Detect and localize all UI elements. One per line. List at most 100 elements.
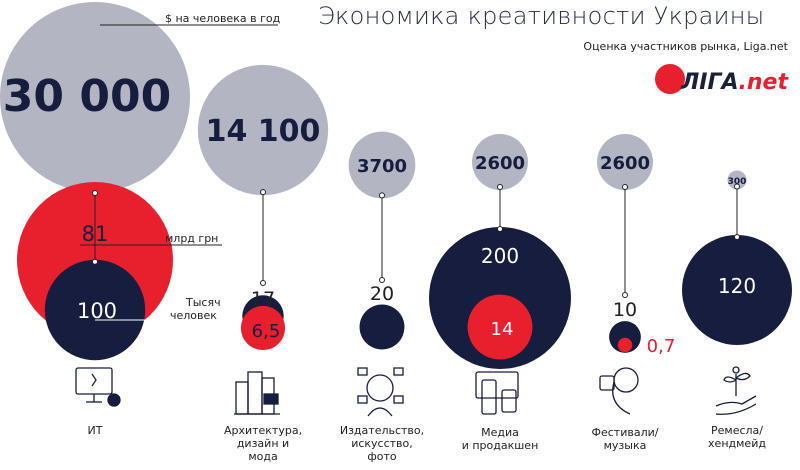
category-label-line: ИТ (87, 424, 103, 437)
thousand-people-bubble (44, 259, 146, 361)
connector-dot (622, 183, 628, 190)
icon-part (735, 372, 751, 381)
category-label-line: дизайн и (236, 437, 290, 450)
category-label-line: фото (367, 450, 397, 463)
music-listener-icon (599, 367, 639, 415)
per-person-bubble (727, 170, 747, 190)
thousand-people-label: 20 (370, 283, 394, 305)
icon-part (247, 371, 263, 415)
connector-dot (497, 226, 503, 232)
thousand-people-label: 120 (718, 274, 756, 298)
icon-part (235, 381, 249, 415)
buildings-icon (234, 371, 280, 415)
category-label-line: мода (248, 450, 278, 463)
per-person-label: 2600 (475, 153, 525, 174)
category-label: ИТ (40, 424, 150, 437)
per-person-label: 30 000 (3, 71, 171, 122)
thousand-people-label: 100 (77, 299, 117, 323)
per-person-bubble (0, 2, 190, 192)
creative-head-icon (357, 367, 404, 417)
connector-dot (734, 234, 740, 241)
connector-dot (622, 292, 628, 298)
connector-dot (260, 189, 266, 196)
icon-part (357, 395, 368, 404)
thousand-people-label: 200 (481, 244, 519, 268)
billion-uah-label: 0,7 (647, 336, 676, 357)
logo-main: ЛIГА (681, 70, 739, 95)
chart-title: Экономика креативности Украины (318, 2, 765, 30)
legend-per-person: $ на человека в год (165, 12, 281, 25)
icon-part (107, 393, 121, 407)
icon-part (357, 367, 368, 376)
icon-part (393, 395, 404, 404)
icon-part (715, 403, 757, 415)
icon-part (599, 375, 615, 391)
billion-uah-bubble (240, 305, 286, 351)
icon-part (75, 367, 113, 395)
hand-plant-icon (715, 366, 757, 415)
connector-dot (734, 183, 740, 190)
liga-logo: ЛIГА.net (655, 62, 795, 104)
thousand-people-label: 10 (613, 299, 637, 321)
computer-gear-icon (75, 367, 121, 407)
legend-billion-uah: млрд грн (165, 232, 219, 245)
billion-uah-bubble (617, 337, 633, 353)
category-label-line: музыка (603, 439, 647, 452)
per-person-bubble (348, 131, 416, 199)
chart-subtitle: Оценка участников рынка, Liga.net (583, 40, 788, 53)
icon-part (723, 376, 737, 383)
category-label-line: Медиа (481, 426, 519, 439)
category-label-line: Архитектура, (223, 424, 303, 437)
thousand-people-bubble (682, 235, 792, 345)
billion-uah-bubble (467, 294, 533, 360)
icon-part (612, 381, 631, 415)
logo-suffix: .net (738, 70, 788, 95)
thousand-people-bubble (359, 304, 405, 350)
liga-logo-text: ЛIГА.net (681, 70, 788, 95)
devices-icon (475, 371, 519, 415)
connector-dot (260, 280, 266, 286)
connector-dot (92, 258, 98, 265)
category-label-line: Издательство, (339, 424, 425, 437)
billion-uah-label: 14 (491, 319, 514, 340)
thousand-people-bubble (609, 321, 641, 353)
legend-thousand-people-1: Тысяч (186, 296, 221, 309)
icon-part (732, 366, 740, 374)
connector-dot (92, 190, 98, 196)
icon-part (481, 379, 497, 415)
icon-part (393, 367, 404, 376)
per-person-bubble (597, 134, 653, 190)
icon-part (367, 407, 393, 417)
category-label-line: хендмейд (708, 437, 766, 450)
category-label: Ремесла/хендмейд (682, 424, 792, 450)
billion-uah-label: 6,5 (252, 321, 281, 342)
per-person-label: 3700 (357, 156, 407, 177)
icon-part (263, 393, 279, 405)
connector-dot (497, 183, 503, 190)
per-person-label: 300 (728, 177, 747, 187)
icon-part (613, 367, 639, 393)
connector-dot (379, 192, 385, 199)
icon-part (475, 371, 519, 399)
per-person-bubble (197, 64, 329, 196)
legend-thousand-people-2: человек (170, 309, 217, 322)
connector-dot (379, 277, 385, 283)
liga-logo-mark (655, 64, 685, 94)
category-label: Издательство, искусство, фото (327, 424, 437, 463)
per-person-label: 14 100 (206, 114, 321, 149)
category-label: Архитектура, дизайн и мода (208, 424, 318, 463)
category-label: Фестивали/музыка (570, 426, 680, 452)
category-label-line: искусство, (351, 437, 413, 450)
per-person-label: 2600 (600, 153, 650, 174)
thousand-people-label: 17 (251, 288, 275, 310)
icon-part (715, 395, 757, 407)
billion-uah-label: 81 (82, 222, 109, 246)
category-label-line: и продакшен (461, 439, 539, 452)
category-label: Медиа и продакшен (445, 426, 555, 452)
icon-part (501, 389, 517, 413)
category-label-line: Ремесла/ (711, 424, 763, 437)
icon-part (91, 373, 97, 387)
per-person-bubble (472, 134, 528, 190)
